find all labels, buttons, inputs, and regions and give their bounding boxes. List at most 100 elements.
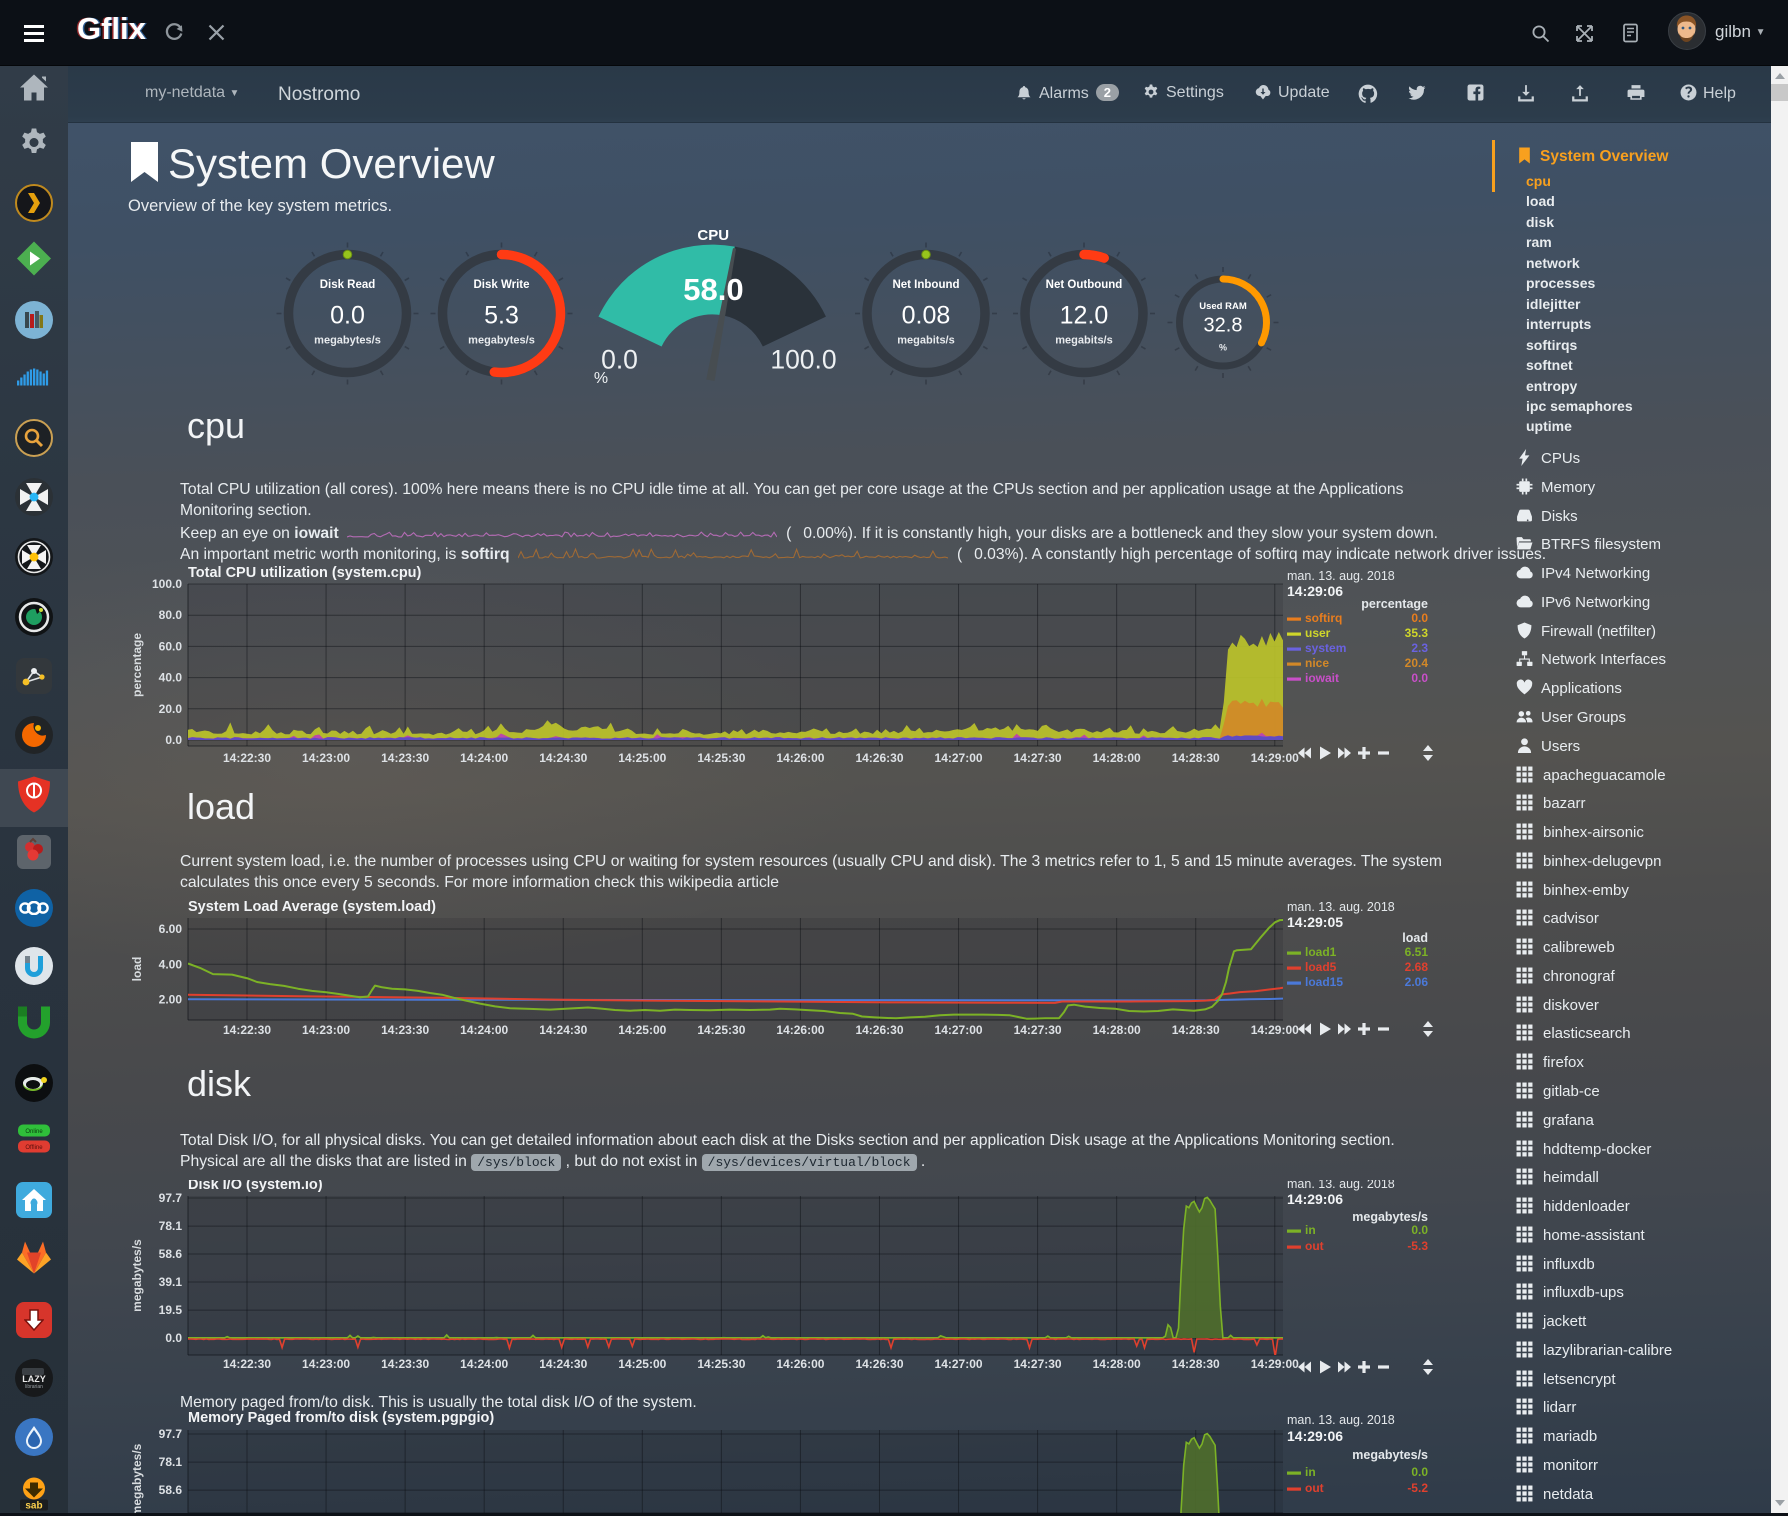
svg-text:14:26:00: 14:26:00: [776, 1357, 824, 1371]
svg-text:14:23:30: 14:23:30: [381, 1357, 429, 1371]
svg-text:megabits/s: megabits/s: [897, 335, 954, 347]
svg-text:14:23:00: 14:23:00: [302, 751, 350, 765]
svg-text:Net Outbound: Net Outbound: [1046, 279, 1123, 291]
svg-text:78.1: 78.1: [159, 1219, 183, 1233]
svg-text:14:25:30: 14:25:30: [697, 1357, 745, 1371]
svg-text:14:29:00: 14:29:00: [1251, 1357, 1299, 1371]
svg-text:0.0: 0.0: [1411, 1223, 1428, 1237]
svg-text:14:24:30: 14:24:30: [539, 751, 587, 765]
svg-text:78.1: 78.1: [159, 1455, 183, 1469]
svg-text:80.0: 80.0: [159, 608, 183, 622]
svg-text:Memory Paged from/to disk (sys: Memory Paged from/to disk (system.pgpgio…: [188, 1410, 494, 1426]
svg-text:Used RAM: Used RAM: [1199, 301, 1247, 312]
svg-text:6.00: 6.00: [159, 922, 183, 936]
svg-text:14:24:00: 14:24:00: [460, 751, 508, 765]
svg-text:CPU: CPU: [697, 227, 729, 244]
svg-text:14:27:30: 14:27:30: [1014, 1357, 1062, 1371]
svg-text:%: %: [1219, 343, 1227, 353]
svg-text:14:27:00: 14:27:00: [935, 1023, 983, 1037]
svg-text:14:25:00: 14:25:00: [618, 751, 666, 765]
svg-text:14:23:00: 14:23:00: [302, 1357, 350, 1371]
svg-text:0.0: 0.0: [1411, 671, 1428, 685]
svg-text:Online: Online: [25, 1129, 43, 1135]
svg-text:14:23:00: 14:23:00: [302, 1023, 350, 1037]
svg-text:40.0: 40.0: [159, 671, 183, 685]
svg-text:14:23:30: 14:23:30: [381, 1023, 429, 1037]
svg-text:14:29:06: 14:29:06: [1287, 1191, 1343, 1207]
svg-text:Net Inbound: Net Inbound: [892, 279, 959, 291]
svg-text:softirq: softirq: [1305, 611, 1342, 625]
svg-text:14:25:00: 14:25:00: [618, 1023, 666, 1037]
svg-text:load: load: [1402, 931, 1428, 945]
svg-text:14:24:30: 14:24:30: [539, 1357, 587, 1371]
svg-text:4.00: 4.00: [159, 957, 183, 971]
svg-text:20.0: 20.0: [159, 702, 183, 716]
svg-text:sab: sab: [25, 1501, 42, 1511]
svg-text:0.0: 0.0: [1411, 1465, 1428, 1479]
svg-text:0.0: 0.0: [1411, 611, 1428, 625]
svg-text:14:28:30: 14:28:30: [1172, 1357, 1220, 1371]
svg-text:14:28:30: 14:28:30: [1172, 1023, 1220, 1037]
svg-text:14:27:00: 14:27:00: [935, 1357, 983, 1371]
svg-text:man. 13. aug. 2018: man. 13. aug. 2018: [1287, 1180, 1395, 1191]
svg-text:58.6: 58.6: [159, 1247, 183, 1261]
svg-text:system: system: [1305, 641, 1346, 655]
svg-text:0.0: 0.0: [601, 345, 638, 375]
svg-text:out: out: [1305, 1481, 1324, 1495]
svg-text:%: %: [594, 370, 608, 387]
svg-text:load: load: [130, 957, 144, 982]
svg-text:14:27:00: 14:27:00: [935, 751, 983, 765]
svg-text:14:28:00: 14:28:00: [1093, 1357, 1141, 1371]
svg-text:Total CPU utilization (system.: Total CPU utilization (system.cpu): [188, 565, 422, 581]
svg-text:megabytes/s: megabytes/s: [468, 335, 535, 347]
svg-text:97.7: 97.7: [159, 1191, 183, 1205]
svg-text:megabits/s: megabits/s: [1055, 335, 1112, 347]
svg-text:58.6: 58.6: [159, 1483, 183, 1497]
svg-text:12.0: 12.0: [1060, 302, 1109, 330]
svg-text:megabytes/s: megabytes/s: [1352, 1448, 1428, 1462]
svg-text:14:23:30: 14:23:30: [381, 751, 429, 765]
svg-text:2.3: 2.3: [1411, 641, 1428, 655]
svg-text:14:22:30: 14:22:30: [223, 1357, 271, 1371]
svg-text:5.3: 5.3: [484, 302, 519, 330]
svg-text:0.0: 0.0: [165, 733, 182, 747]
svg-text:14:27:30: 14:27:30: [1014, 1023, 1062, 1037]
svg-text:32.8: 32.8: [1204, 315, 1243, 337]
svg-text:100.0: 100.0: [152, 577, 182, 591]
svg-text:14:29:05: 14:29:05: [1287, 914, 1343, 930]
svg-text:58.0: 58.0: [683, 272, 743, 307]
svg-text:percentage: percentage: [1361, 597, 1428, 611]
svg-text:man. 13. aug. 2018: man. 13. aug. 2018: [1287, 1413, 1395, 1427]
svg-text:0.0: 0.0: [330, 302, 365, 330]
svg-text:megabytes/s: megabytes/s: [314, 335, 381, 347]
svg-text:14:26:00: 14:26:00: [776, 1023, 824, 1037]
svg-text:-5.3: -5.3: [1407, 1239, 1428, 1253]
svg-text:39.1: 39.1: [159, 1275, 183, 1289]
svg-text:14:22:30: 14:22:30: [223, 751, 271, 765]
svg-text:14:29:06: 14:29:06: [1287, 1428, 1343, 1444]
svg-text:load5: load5: [1305, 960, 1337, 974]
svg-text:14:27:30: 14:27:30: [1014, 751, 1062, 765]
svg-text:librarian: librarian: [25, 1384, 43, 1390]
svg-text:2.06: 2.06: [1405, 975, 1429, 989]
svg-text:97.7: 97.7: [159, 1427, 183, 1441]
svg-text:percentage: percentage: [130, 633, 144, 697]
svg-text:in: in: [1305, 1465, 1316, 1479]
svg-text:out: out: [1305, 1239, 1324, 1253]
svg-text:14:26:30: 14:26:30: [855, 751, 903, 765]
svg-text:load15: load15: [1305, 975, 1343, 989]
svg-text:14:26:30: 14:26:30: [855, 1357, 903, 1371]
svg-text:100.0: 100.0: [770, 345, 836, 375]
svg-text:14:29:00: 14:29:00: [1251, 751, 1299, 765]
svg-text:0.0: 0.0: [165, 1331, 182, 1345]
svg-text:2.68: 2.68: [1405, 960, 1429, 974]
svg-text:megabytes/s: megabytes/s: [130, 1443, 144, 1513]
svg-text:megabytes/s: megabytes/s: [130, 1239, 144, 1312]
svg-text:14:22:30: 14:22:30: [223, 1023, 271, 1037]
svg-text:Offline: Offline: [25, 1145, 43, 1151]
svg-text:14:29:00: 14:29:00: [1251, 1023, 1299, 1037]
svg-text:iowait: iowait: [1305, 671, 1339, 685]
svg-text:14:25:30: 14:25:30: [697, 751, 745, 765]
svg-text:14:24:00: 14:24:00: [460, 1023, 508, 1037]
svg-text:14:26:30: 14:26:30: [855, 1023, 903, 1037]
